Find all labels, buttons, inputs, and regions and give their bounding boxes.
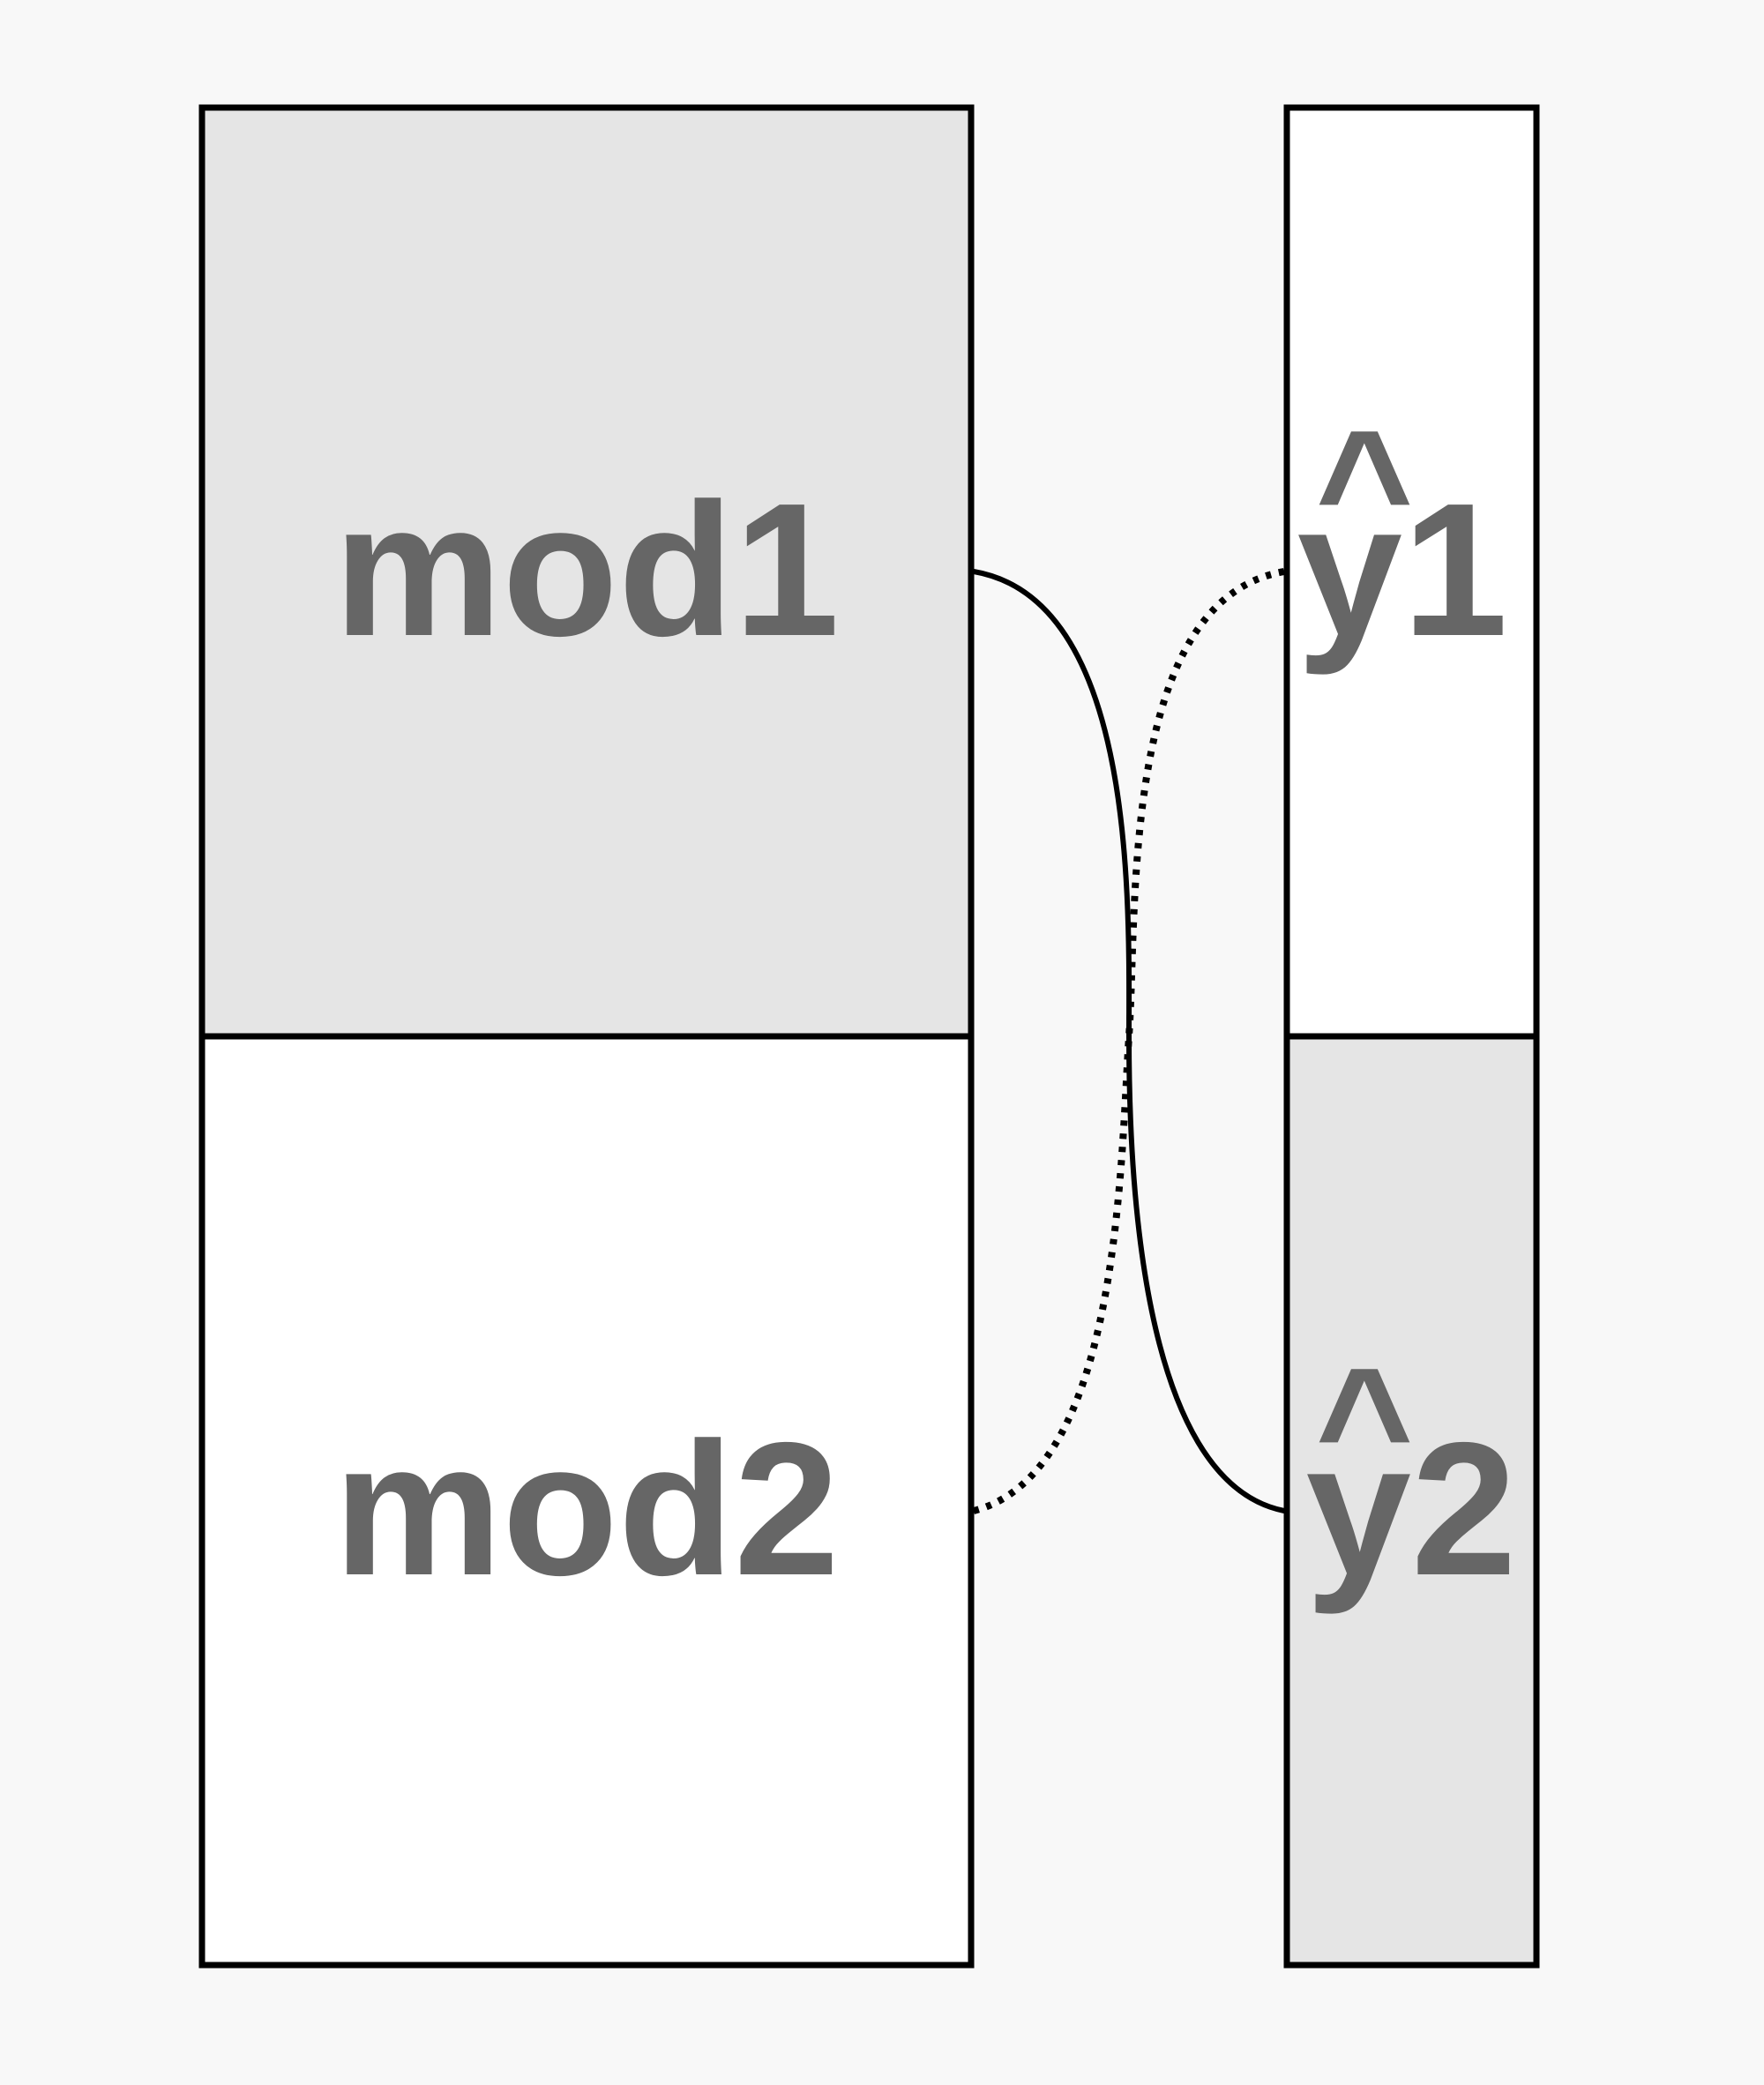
y1-hat-symbol: ^: [1316, 396, 1414, 583]
predictions-column: ^ y1 ^ y2: [1283, 104, 1540, 1969]
connector-mod1-to-y2: [973, 569, 1285, 1513]
mod2-label: mod2: [333, 1402, 839, 1615]
mod1-label: mod1: [333, 463, 839, 676]
mod2-box: [198, 1033, 975, 1969]
connectors: [972, 568, 1285, 1514]
y2-box: [1283, 1033, 1540, 1969]
mod1-box: [198, 104, 975, 1040]
y2-hat-symbol: ^: [1316, 1334, 1414, 1521]
connector-mod2-to-y1: [972, 568, 1285, 1514]
models-column: mod1 mod2: [198, 104, 975, 1969]
y1-label: y1: [1297, 463, 1507, 676]
y2-label: y2: [1305, 1402, 1516, 1615]
y1-box: [1283, 104, 1540, 1040]
